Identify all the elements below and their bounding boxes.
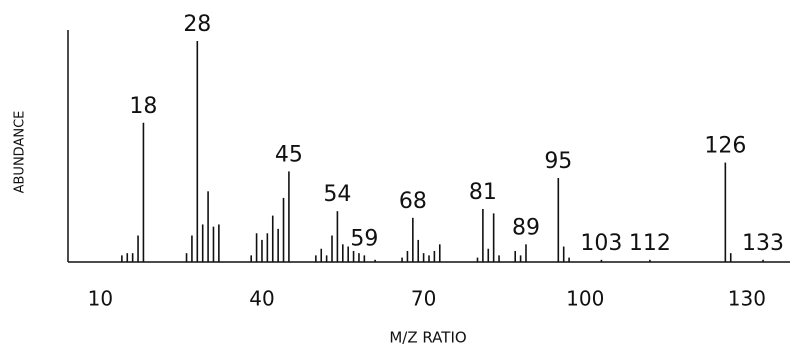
peak-label: 59 — [350, 226, 378, 251]
peak-label: 103 — [580, 231, 622, 256]
peak-label: 81 — [469, 180, 497, 205]
x-tick-label: 130 — [728, 287, 766, 311]
x-tick-label: 10 — [88, 287, 113, 311]
peak-label: 18 — [129, 94, 157, 119]
peak-label: 112 — [629, 231, 671, 256]
y-axis-label: ABUNDANCE — [13, 111, 28, 194]
peak-label: 126 — [704, 134, 746, 159]
x-tick-label: 70 — [411, 287, 436, 311]
peak-label: 45 — [275, 142, 303, 167]
x-tick-label: 100 — [566, 287, 604, 311]
peak-label: 95 — [544, 149, 572, 174]
peak-label: 133 — [742, 231, 784, 256]
peak-label: 28 — [183, 12, 211, 37]
peak-label: 68 — [399, 189, 427, 214]
peak-label: 89 — [512, 215, 540, 240]
peak-label: 54 — [323, 182, 351, 207]
x-axis-label: M/Z RATIO — [389, 329, 466, 347]
x-tick-label: 40 — [249, 287, 274, 311]
